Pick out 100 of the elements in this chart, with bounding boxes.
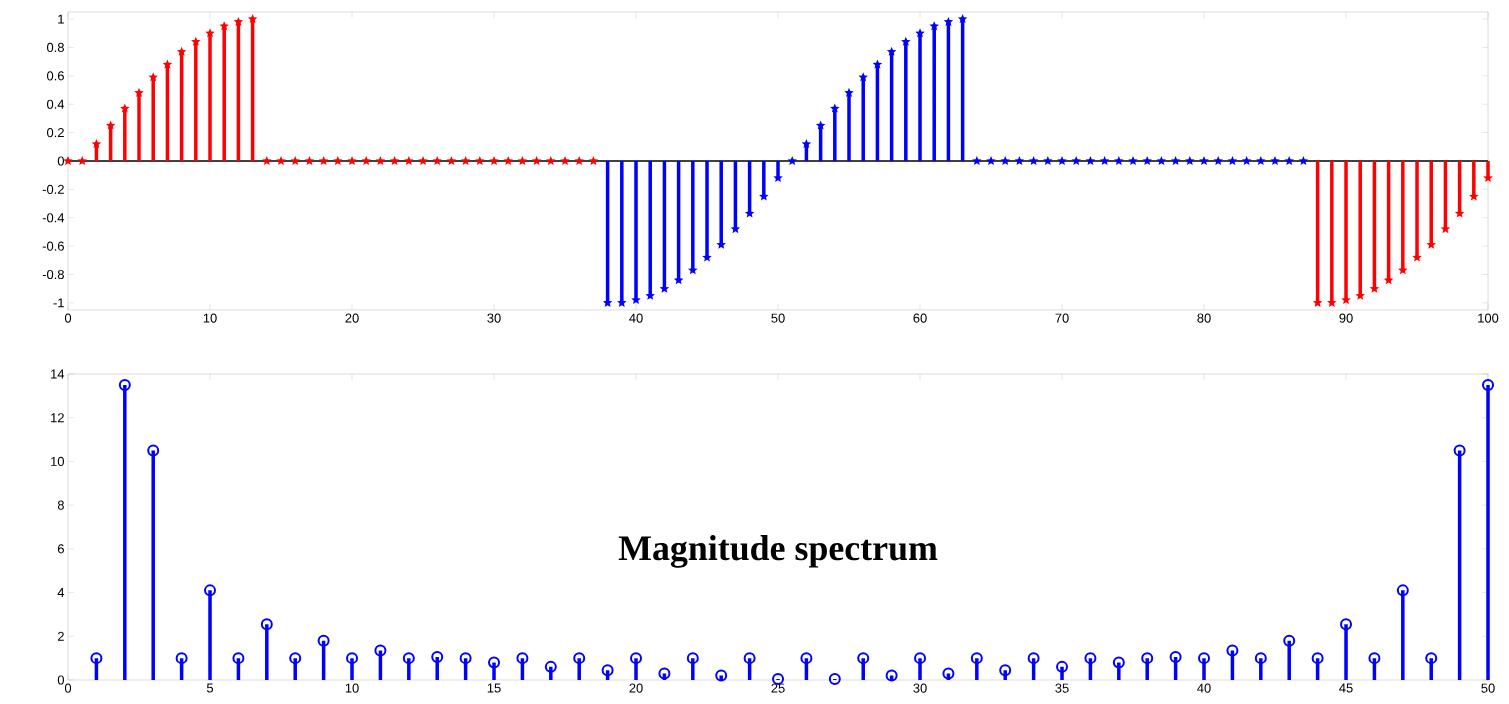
point [475,155,485,166]
annotation: Magnitude spectrum [618,535,938,568]
point [1298,155,1309,166]
point [901,36,911,46]
point [118,378,131,391]
point [77,155,87,166]
y-tick-label: -1 [53,298,64,308]
y-tick-label: -0.2 [42,184,64,194]
point [431,651,444,664]
point [91,138,102,148]
point [970,652,983,665]
point [1425,652,1438,665]
x-tick-label: 50 [771,313,785,323]
y-tick-label: 0.2 [46,128,64,138]
point [1084,652,1097,665]
point [957,14,968,24]
x-tick-label: 70 [1055,313,1069,323]
point [333,155,343,166]
point [489,155,499,166]
point [120,103,130,113]
point [1027,652,1040,665]
point [601,664,614,677]
point [260,618,273,631]
x-tick-label: 40 [629,313,643,323]
point [290,155,300,166]
y-tick-label: 12 [51,413,64,423]
point [658,667,671,680]
point [943,16,954,26]
x-tick-label: 25 [771,683,785,693]
x-tick-label: 30 [487,313,501,323]
x-tick-label: 35 [1055,683,1069,693]
point [446,155,457,166]
point [205,28,215,38]
point [1284,155,1294,166]
point [1000,155,1010,166]
point [715,669,728,682]
point [686,652,699,665]
y-tick-label: 0.6 [46,71,64,81]
point [361,155,371,166]
point [318,155,329,166]
point [972,155,982,166]
point [105,120,116,130]
point [1482,378,1495,391]
point [289,652,302,665]
point [1142,155,1152,166]
y-tick-label: -0.8 [42,269,64,280]
point [1198,652,1211,665]
point [1368,652,1381,665]
point [828,672,841,685]
point [1283,634,1296,647]
point [1254,652,1267,665]
point [544,660,557,673]
y-tick-label: 1 [58,14,64,24]
point [800,652,813,665]
point [546,155,556,166]
point [304,155,315,166]
y-tick-label: -0.4 [42,213,65,223]
point [1128,155,1138,166]
x-tick-label: 90 [1339,313,1353,323]
y-tick-label: 0.4 [46,99,65,109]
point [1270,155,1280,166]
point [219,21,229,31]
point [787,155,797,166]
point [1227,155,1238,166]
x-tick-label: 60 [913,313,927,323]
point [175,652,188,665]
y-tick-label: 14 [51,369,65,379]
x-tick-label: 20 [629,683,643,693]
point [1256,155,1266,166]
point [1014,155,1025,166]
point [1169,651,1182,664]
x-tick-label: 0 [64,683,72,693]
x-tick-label: 0 [64,313,72,323]
point [90,652,103,665]
point [232,652,245,665]
point [459,652,472,665]
point [815,120,826,130]
x-tick-label: 80 [1197,313,1211,323]
x-tick-label: 15 [487,683,501,693]
point [1241,155,1252,166]
y-tick-label: 2 [57,631,64,641]
point [574,155,584,166]
point [986,155,996,166]
y-tick-label: 10 [51,456,64,466]
point [503,155,513,166]
point [134,87,144,97]
point [176,46,187,56]
point [1057,155,1067,166]
point [516,652,529,665]
point [915,28,925,38]
x-tick-label: 30 [913,683,927,693]
point [1114,155,1124,166]
point [1311,652,1324,665]
point [402,652,415,665]
point [247,14,258,24]
y-tick-label: 0.8 [46,42,64,53]
point [999,664,1012,677]
point [460,155,471,166]
point [162,59,173,69]
x-tick-label: 5 [206,683,214,693]
